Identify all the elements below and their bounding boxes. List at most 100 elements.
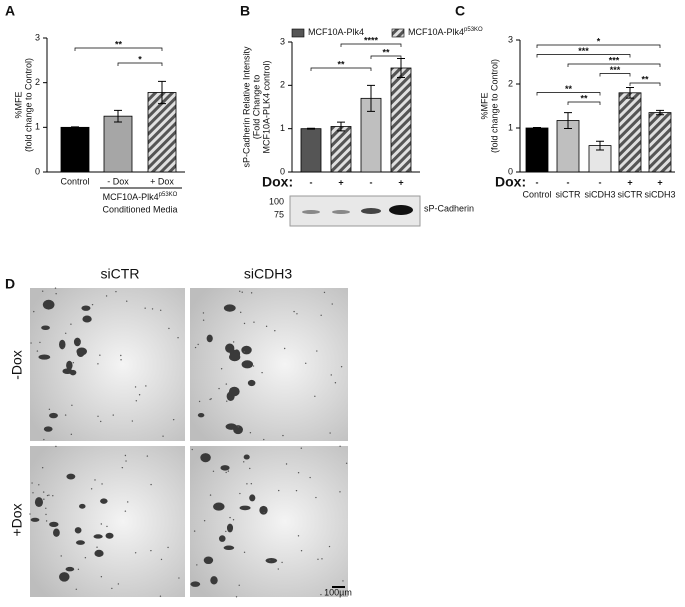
debris	[124, 510, 127, 512]
panel-d	[29, 287, 348, 598]
debris	[145, 385, 147, 387]
debris	[70, 433, 73, 436]
debris	[197, 343, 199, 346]
spheroid	[226, 523, 234, 533]
spheroid	[62, 368, 73, 375]
debris	[297, 535, 300, 537]
debris	[151, 308, 154, 310]
debris	[249, 432, 252, 434]
y-tick-label: 1	[35, 122, 40, 132]
debris	[160, 558, 163, 561]
spheroid	[65, 566, 75, 572]
bar	[103, 115, 133, 173]
x-tick-label: siCDH3	[584, 189, 615, 199]
debris	[239, 492, 241, 495]
dox-label: +	[657, 177, 662, 187]
spheroid	[249, 494, 256, 502]
spheroid	[49, 412, 58, 419]
error-bar	[307, 127, 315, 130]
panel-label: A	[5, 3, 15, 19]
debris	[202, 319, 205, 321]
y-tick-label: 0	[35, 166, 40, 176]
spheroid	[74, 527, 82, 534]
debris	[243, 322, 246, 325]
error-bar	[626, 87, 634, 99]
debris	[75, 588, 78, 590]
error-bar	[71, 126, 79, 129]
band	[302, 210, 320, 214]
debris	[198, 400, 201, 403]
debris	[99, 354, 101, 356]
spheroid	[59, 572, 70, 582]
significance-bracket	[536, 92, 601, 96]
x-tick-label: siCTR	[556, 189, 581, 199]
bar	[618, 92, 642, 173]
debris	[42, 491, 45, 493]
debris	[38, 484, 40, 486]
spheroid	[259, 505, 268, 515]
spheroid	[197, 412, 205, 418]
debris	[282, 434, 284, 437]
debris	[30, 342, 32, 344]
debris	[48, 408, 51, 411]
spheroid	[66, 473, 76, 480]
significance-bracket	[117, 62, 163, 66]
debris	[31, 482, 33, 484]
y-axis-label: %MFE	[479, 93, 489, 120]
debris	[334, 382, 337, 384]
debris	[243, 551, 246, 553]
debris	[243, 461, 245, 463]
debris	[193, 530, 196, 532]
scale-bar-label: 100µm	[324, 587, 352, 597]
bar	[648, 112, 672, 173]
debris	[226, 400, 228, 402]
debris	[320, 593, 322, 596]
debris	[194, 346, 197, 349]
debris	[225, 530, 227, 533]
debris	[120, 354, 122, 357]
debris	[134, 552, 137, 554]
label-text: MCF10A-Plk4	[408, 27, 464, 37]
debris	[210, 398, 212, 400]
superscript: p53KO	[464, 27, 483, 33]
error-bar	[656, 109, 664, 116]
debris	[296, 313, 298, 315]
y-axis-label: (fold change to Control)	[23, 58, 33, 152]
bar	[330, 126, 352, 173]
x-tick-label: siCTR	[618, 189, 643, 199]
error-bar	[533, 127, 541, 129]
debris	[125, 460, 127, 462]
spheroid	[93, 534, 103, 539]
significance-label: ***	[578, 46, 589, 56]
spheroid	[49, 521, 59, 528]
spheroid	[241, 345, 252, 355]
debris	[127, 501, 129, 503]
debris	[283, 347, 286, 350]
spheroid	[243, 454, 250, 460]
label: MCF10A-Plk4	[308, 27, 364, 37]
debris	[55, 293, 57, 295]
spheroid	[233, 425, 243, 435]
debris	[117, 583, 120, 585]
debris	[263, 511, 265, 514]
spheroid	[79, 503, 86, 509]
panel-label: D	[5, 276, 15, 292]
error-bar	[337, 121, 345, 132]
micrograph	[190, 446, 348, 597]
debris	[316, 350, 318, 352]
debris	[32, 492, 34, 494]
significance-bracket	[370, 55, 402, 59]
debris	[235, 596, 238, 598]
significance-label: **	[565, 84, 573, 94]
debris	[124, 454, 127, 457]
debris	[177, 337, 179, 339]
group-label-line2: Conditioned Media	[102, 204, 177, 214]
debris	[285, 463, 288, 465]
dox-label: +	[398, 177, 403, 187]
spheroid	[76, 347, 88, 356]
debris	[225, 471, 227, 474]
error-bar	[596, 140, 604, 151]
significance-bracket	[599, 73, 631, 77]
debris	[278, 489, 280, 492]
error-bar	[564, 112, 572, 129]
